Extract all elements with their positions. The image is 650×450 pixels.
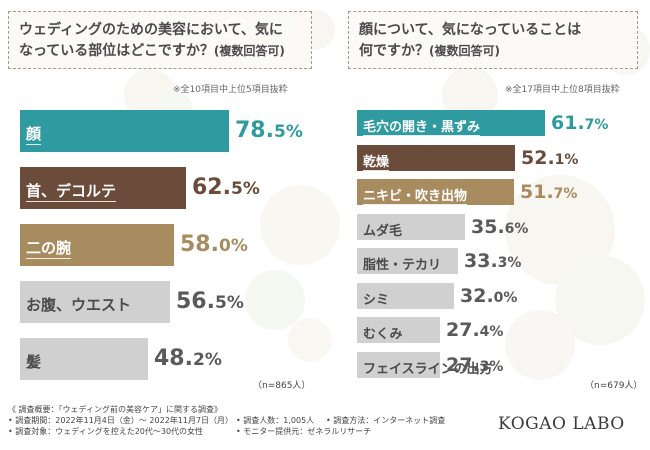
right-bar-label: 脂性・テカリ — [363, 258, 442, 273]
right-bar-chart: 毛穴の開き・黒ずみ 61.7% 乾燥 52.1% ニキビ・吹き出物 51.7% ムダ毛 35.… — [357, 0, 647, 450]
right-value-label: 52.1% — [521, 146, 579, 169]
left-bar-label: 顔 — [26, 125, 42, 145]
right-question-box: 顔について、気になっていることは 何ですか？(複数回答可) — [348, 11, 638, 69]
left-bar-4: お腹、ウエスト — [20, 281, 170, 323]
left-bar-label: お腹、ウエスト — [26, 296, 132, 314]
right-value-label: 61.7% — [551, 112, 609, 134]
right-bar-label: むくみ — [363, 327, 403, 342]
left-bar-label: 二の腕 — [26, 239, 72, 259]
survey-summary-title: 《 調査概要：「ウェディング前の美容ケア」に関する調査》 — [8, 405, 222, 414]
left-bar-2: 首、デコルテ — [20, 167, 186, 209]
left-value-label: 62.5% — [192, 175, 260, 200]
left-bar-label: 首、デコルテ — [26, 182, 117, 202]
left-question-line1: ウェディングのための美容において、気に — [19, 22, 283, 38]
right-bar-6: シミ — [357, 282, 454, 309]
right-value-label: 32.0% — [460, 284, 518, 307]
right-sample-size: （n=679人） — [585, 381, 643, 391]
left-bar-label: 髪 — [26, 353, 42, 371]
right-bar-2: 乾燥 — [357, 144, 515, 171]
survey-period: • 調査期間：2022年11月4日（金）～ 2022年11月7日（月） — [8, 416, 234, 425]
left-value-label: 58.0% — [180, 232, 248, 257]
left-sample-size: （n=865人） — [253, 381, 311, 391]
survey-provider: • モニター提供元：ゼネラルリサーチ — [236, 427, 372, 436]
left-chart-note: ※全10項目中上位5項目抜粋 — [173, 85, 288, 95]
left-question-line2: なっている部位はどこですか？ — [19, 43, 214, 59]
right-bar-label: シミ — [363, 292, 390, 308]
survey-summary: 《 調査概要：「ウェディング前の美容ケア」に関する調査》 • 調査期間：2022… — [8, 404, 445, 437]
right-chart-note: ※全17項目中上位8項目抜粋 — [505, 85, 620, 95]
right-value-label: 27.3% — [446, 353, 504, 376]
right-bar-label: ムダ毛 — [363, 223, 403, 239]
right-bar-label: 毛穴の開き・黒ずみ — [363, 116, 481, 136]
left-value-label: 48.2% — [154, 346, 222, 371]
right-bar-4: ムダ毛 — [357, 213, 465, 240]
left-value-label: 56.5% — [176, 289, 244, 314]
right-bar-7: むくみ — [357, 317, 440, 343]
right-bar-8: フェイスラインの出方 — [357, 351, 493, 378]
right-value-label: 33.3% — [464, 250, 522, 272]
right-bar-3: ニキビ・吹き出物 — [357, 179, 514, 205]
right-bar-label: 乾燥 — [363, 151, 390, 171]
right-value-label: 51.7% — [520, 181, 578, 203]
right-value-label: 27.4% — [446, 319, 504, 341]
right-value-label: 35.6% — [471, 215, 529, 238]
right-question-line1: 顔について、気になっていることは — [359, 22, 582, 38]
right-question-line2: 何ですか？ — [359, 43, 429, 59]
survey-target: • 調査対象：ウェディングを控えた20代〜30代の女性 — [8, 427, 204, 436]
right-question-sub: (複数回答可) — [429, 44, 500, 58]
left-bar-3: 二の腕 — [20, 224, 174, 266]
survey-method: • 調査方法：インターネット調査 — [326, 416, 446, 425]
right-bar-label: ニキビ・吹き出物 — [363, 185, 468, 205]
left-question-box: ウェディングのための美容において、気に なっている部位はどこですか？(複数回答可… — [8, 11, 312, 69]
left-bar-1: 顔 — [20, 110, 229, 152]
right-bar-1: 毛穴の開き・黒ずみ — [357, 110, 545, 136]
left-value-label: 78.5% — [235, 118, 303, 143]
left-bar-5: 髪 — [20, 338, 148, 380]
right-bar-label: フェイスラインの出方 — [363, 361, 493, 377]
survey-count: • 調査人数：1,005人 — [236, 416, 315, 425]
left-bar-chart: 顔 78.5% 首、デコルテ 62.5% 二の腕 58.0% お腹、ウエスト 56.5% 髪 48… — [20, 0, 320, 450]
right-bar-5: 脂性・テカリ — [357, 248, 458, 274]
brand-logo: KOGAO LABO — [498, 414, 625, 434]
left-question-sub: (複数回答可) — [213, 44, 285, 58]
